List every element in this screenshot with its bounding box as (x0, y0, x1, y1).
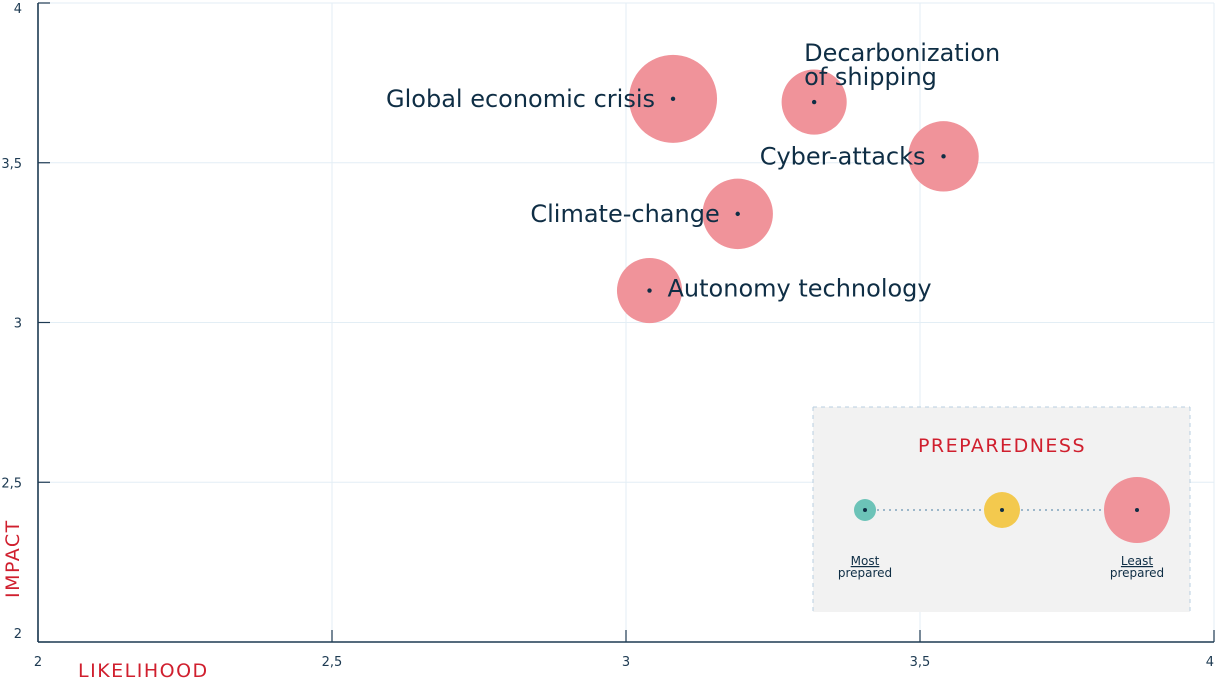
grid-lines (38, 2, 1215, 642)
y-tick-label: 3,5 (1, 157, 22, 172)
legend-label-least: Least (1121, 554, 1153, 568)
point-label: Climate-change (530, 200, 719, 228)
y-tick-label: 4 (14, 2, 22, 17)
y-tick-label: 2 (14, 627, 22, 642)
point-label: Decarbonization of shipping (804, 39, 1000, 91)
x-tick-label: 3 (622, 655, 630, 670)
bubble-center-dot (647, 288, 652, 293)
x-tick-label: 2 (34, 655, 42, 670)
bubble-center-dot (811, 99, 817, 105)
point-autonomy-technology: Autonomy technology (616, 257, 932, 324)
y-tick-label: 3 (14, 317, 22, 332)
x-tick-label: 2,5 (322, 655, 343, 670)
point-climate-change: Climate-change (530, 178, 773, 250)
y-tick-label: 2,5 (1, 476, 22, 491)
legend-label-most: Most (851, 554, 880, 568)
data-points: Global economic crisis Decarbonization of … (386, 39, 1000, 324)
point-label: Global economic crisis (386, 85, 655, 113)
point-label: Autonomy technology (668, 275, 932, 303)
axes (37, 2, 1215, 643)
legend-sublabel-least: prepared (1110, 566, 1164, 580)
legend-dot (863, 508, 867, 512)
legend-sublabel-most: prepared (838, 566, 892, 580)
legend-title: PREPAREDNESS (918, 435, 1086, 457)
bubble-center-dot (735, 211, 740, 217)
point-global-economic-crisis: Global economic crisis (386, 54, 718, 143)
point-decarbonization-of-shipping: Decarbonization of shipping (781, 39, 1000, 135)
y-axis-title: IMPACT (2, 519, 24, 598)
x-tick-label: 3,5 (910, 655, 931, 670)
tick-labels: 2 2,5 3 3,5 4 2 2,5 3 3,5 4 (1, 2, 1214, 670)
point-cyber-attacks: Cyber-attacks (760, 121, 979, 192)
point-label: Cyber-attacks (760, 142, 926, 170)
x-axis-title: LIKELIHOOD (78, 660, 209, 682)
bubble-center-dot (941, 154, 946, 159)
x-tick-label: 4 (1206, 655, 1214, 670)
legend-dot (1135, 508, 1139, 512)
legend-dot (1000, 508, 1004, 512)
bubble-center-dot (670, 96, 676, 102)
